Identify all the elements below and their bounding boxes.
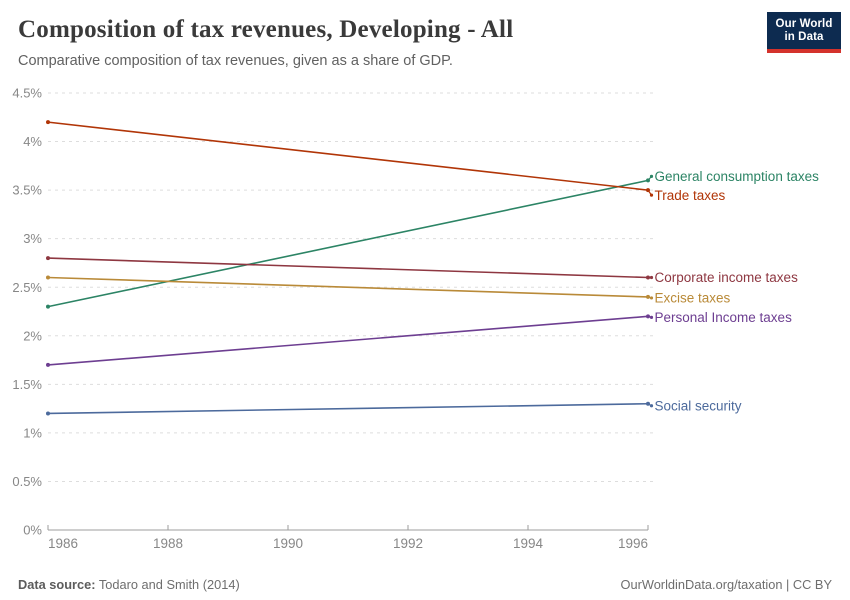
page-title: Composition of tax revenues, Developing … [18,16,514,43]
y-tick-label: 3.5% [12,183,42,198]
y-tick-label: 0.5% [12,474,42,489]
x-tick-label: 1988 [153,536,183,551]
y-tick-label: 4% [23,134,42,149]
series-label-dot [649,404,654,408]
series-label-trade-taxes[interactable]: Trade taxes [655,188,726,203]
owid-logo-line2: in Data [784,30,824,43]
series-line-social-security[interactable] [47,402,649,415]
y-tick-label: 2.5% [12,280,42,295]
owid-logo[interactable]: Our World in Data [767,12,841,53]
y-tick-label: 1.5% [12,377,42,392]
series-start-dot-social-security [46,411,50,416]
series-start-dot-general-consumption-taxes [46,304,50,309]
series-start-dot-trade-taxes [46,120,50,125]
series-line-corporate-income-taxes[interactable] [47,257,649,279]
series-line-excise-taxes[interactable] [47,276,649,298]
x-tick-label: 1996 [618,536,648,551]
series-label-excise-taxes[interactable]: Excise taxes [655,291,731,306]
series-label-general-consumption-taxes[interactable]: General consumption taxes [655,169,820,184]
data-source-value: Todaro and Smith (2014) [95,576,240,592]
series-start-dot-excise-taxes [46,275,50,280]
series-label-dot [649,275,654,280]
series-start-dot-personal-income-taxes [46,362,50,367]
x-tick-label: 1990 [273,536,303,551]
y-tick-label: 3% [23,231,42,246]
series-label-corporate-income-taxes[interactable]: Corporate income taxes [655,270,799,285]
series-line-personal-income-taxes[interactable] [47,315,649,366]
series-label-personal-income-taxes[interactable]: Personal Income taxes [655,310,793,325]
series-label-dot [649,296,654,300]
series-label-dot [649,193,654,197]
data-source-label: Data source: [18,576,96,592]
x-tick-label: 1986 [48,536,78,551]
series-label-social-security[interactable]: Social security [655,398,742,413]
chart-footer: Data source: Todaro and Smith (2014) Our… [0,568,850,600]
owid-url-link[interactable]: OurWorldinData.org/taxation | CC BY [620,576,832,592]
series-label-dot [649,315,654,319]
series-label-dot [649,174,654,178]
data-source: Data source: Todaro and Smith (2014) [18,577,240,592]
chart-subtitle: Comparative composition of tax revenues,… [18,53,453,69]
y-tick-label: 4.5% [12,86,42,101]
x-tick-label: 1992 [393,536,423,551]
owid-logo-line1: Our World [775,17,833,30]
x-tick-label: 1994 [513,536,544,551]
y-tick-label: 1% [23,425,42,440]
series-line-trade-taxes[interactable] [47,121,649,191]
y-tick-label: 2% [23,328,42,343]
series-line-general-consumption-taxes[interactable] [47,179,649,308]
y-tick-label: 0% [23,523,42,538]
series-start-dot-corporate-income-taxes [46,256,50,261]
